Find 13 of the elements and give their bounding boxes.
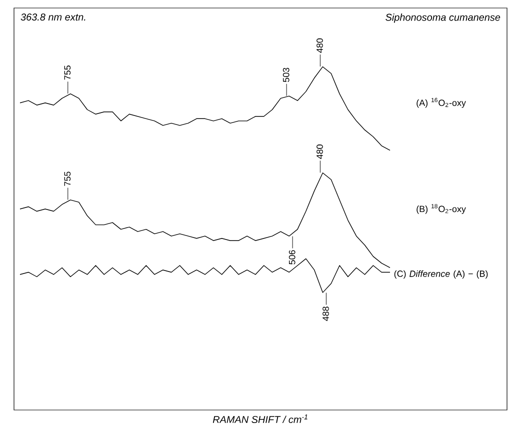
series-label: (C) Difference (A) − (B) — [394, 270, 488, 279]
text: 480 — [316, 38, 323, 53]
text: RAMAN SHIFT / cm$^{-1}$ — [212, 414, 308, 424]
annotation: 506 — [288, 250, 296, 264]
annotation: 503 — [282, 68, 290, 82]
text: 488 — [322, 306, 329, 322]
text: Siphonosoma cumanense — [386, 14, 500, 23]
annotation: 755 — [64, 172, 71, 186]
text: (A) $^{16}$O$_{2}$-oxy — [416, 98, 466, 108]
annotation: 480 — [316, 144, 323, 159]
text: (B) $^{18}$O$_{2}$-oxy — [416, 204, 466, 214]
text: 363.8 nm extn. — [20, 14, 86, 21]
annotation: 755 — [64, 66, 71, 80]
